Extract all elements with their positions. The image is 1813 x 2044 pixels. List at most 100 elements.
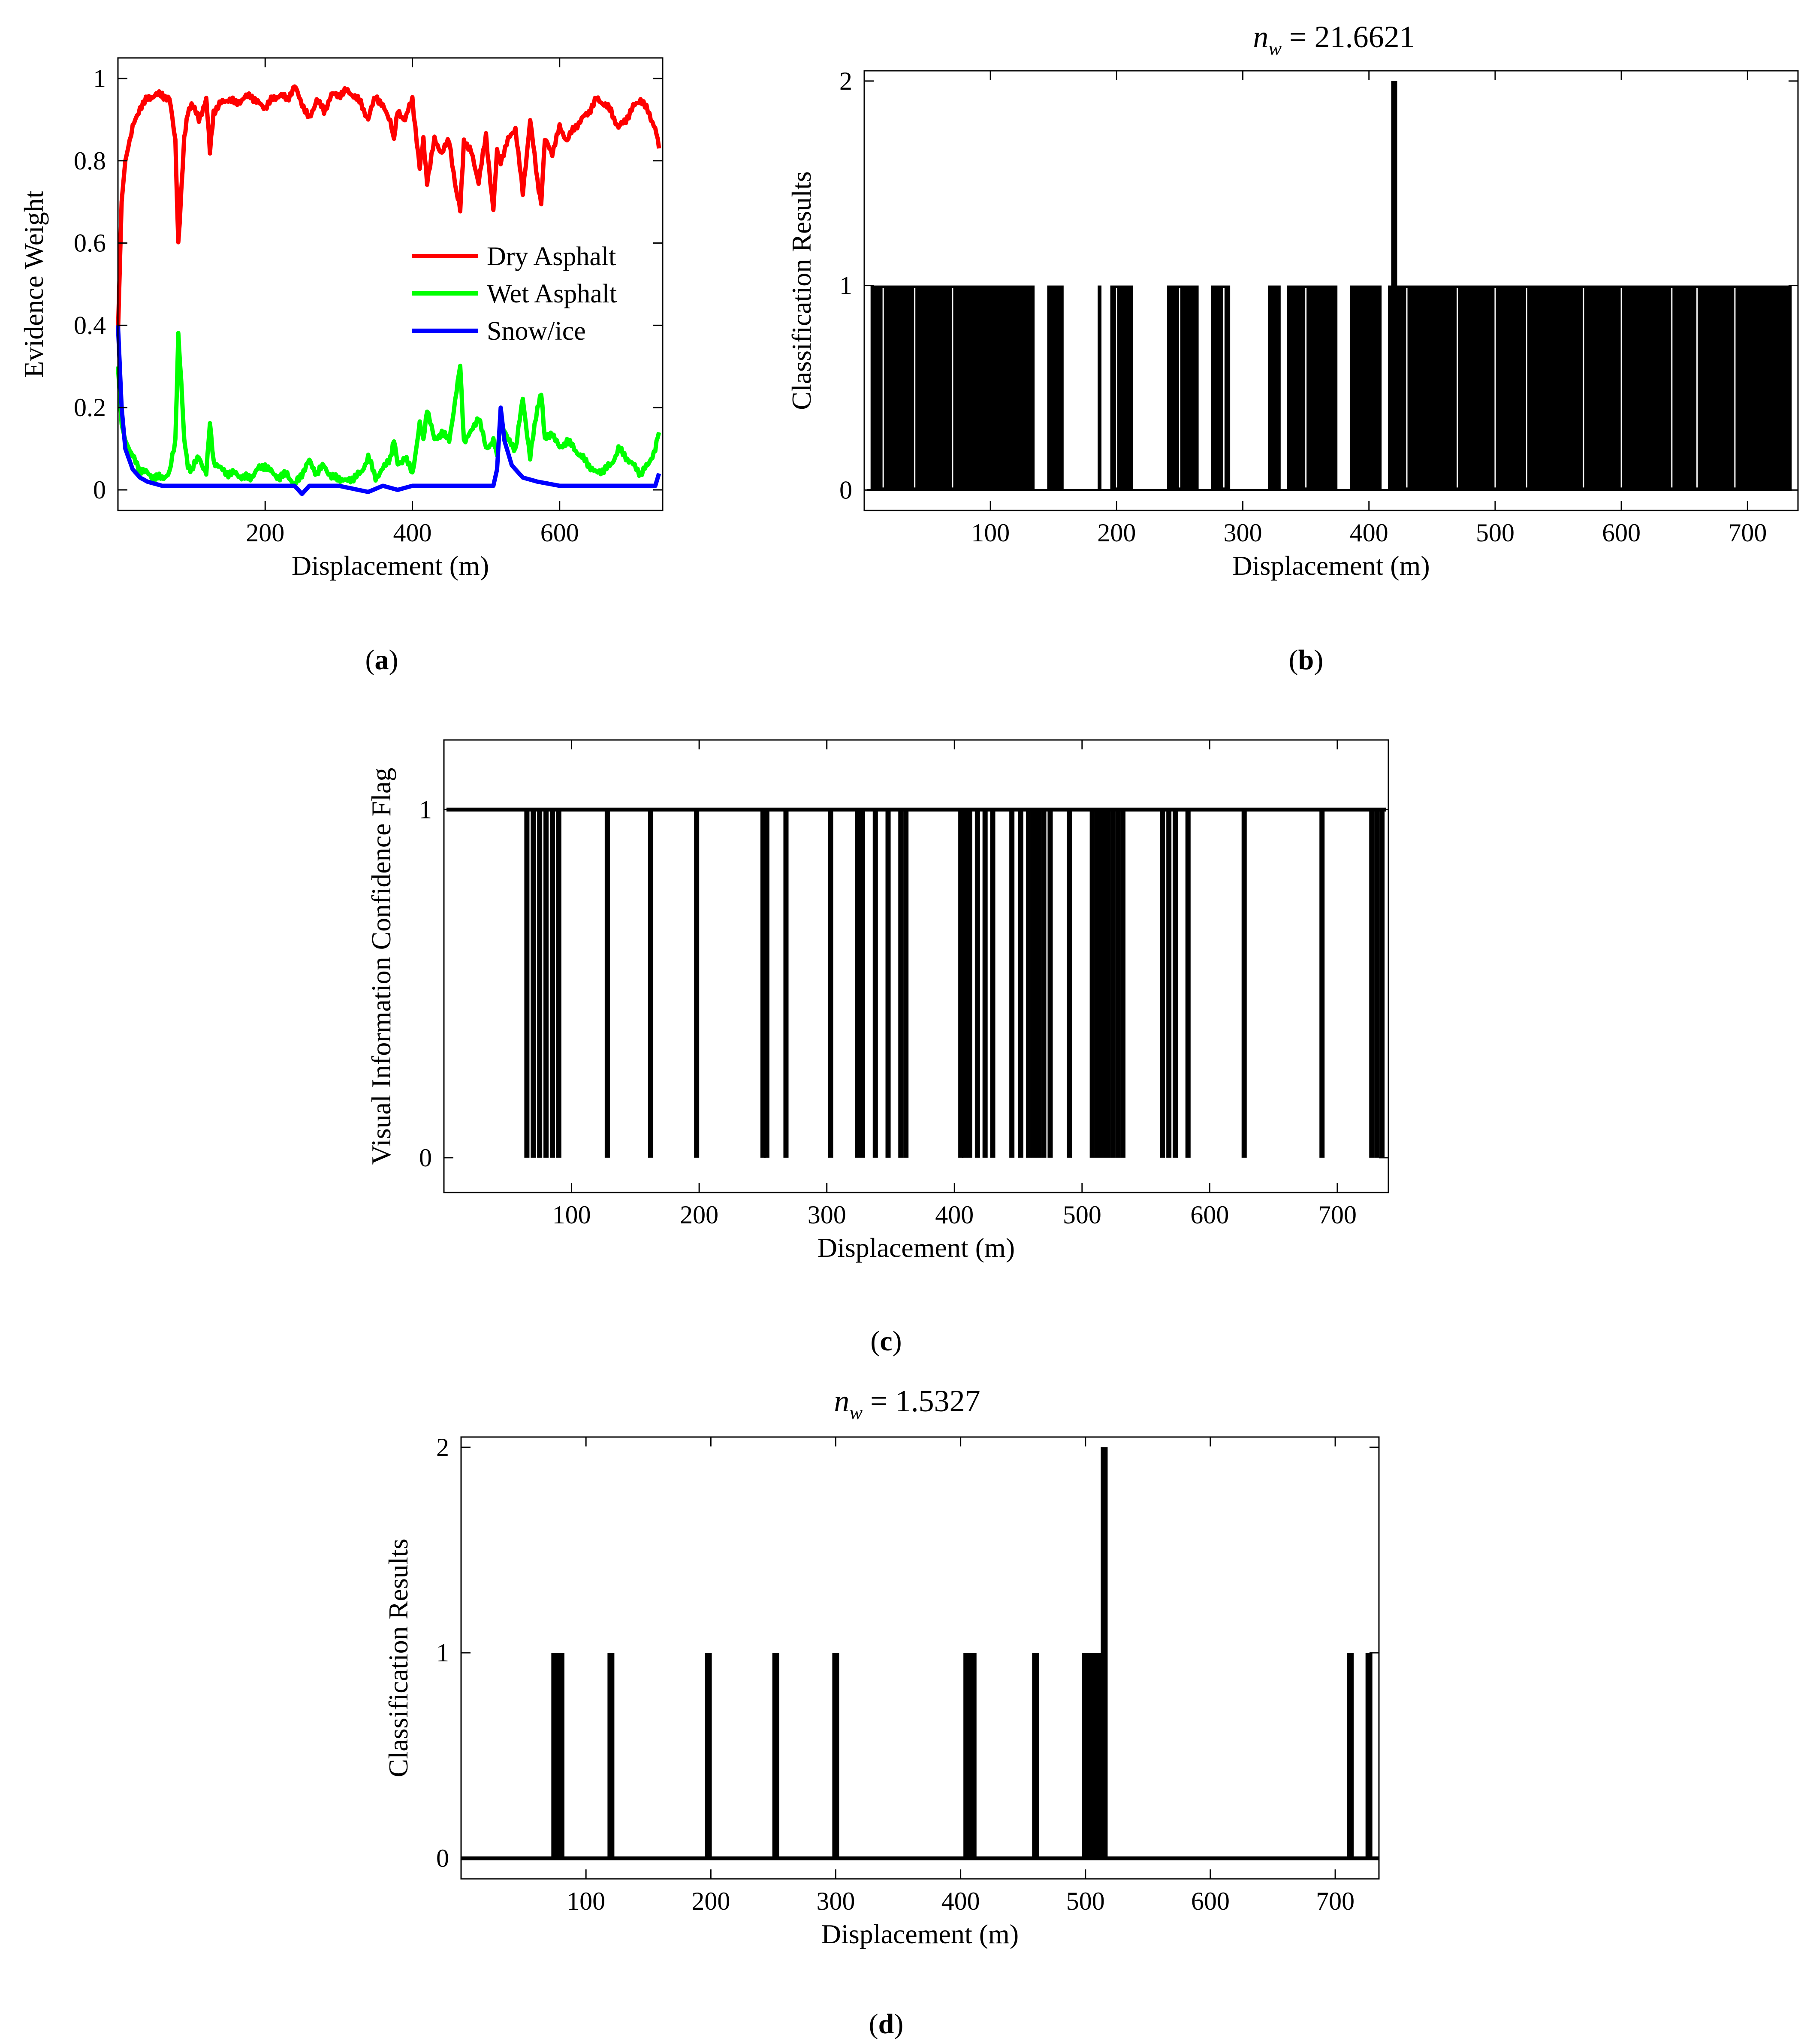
panel-d-panel-letter: d	[878, 2008, 894, 2040]
panel-d-x-axis-label: Displacement (m)	[821, 1919, 1019, 1949]
panel-c-dip	[967, 809, 972, 1158]
panel-c-dip	[604, 809, 610, 1158]
panel-d-x-tick-label: 200	[691, 1887, 730, 1915]
panel-a-panel-letter: a	[375, 644, 389, 676]
panel-a-y-tick-label: 0	[93, 476, 106, 504]
panel-a-y-tick-label: 0.2	[74, 393, 106, 422]
panel-b-x-tick-label: 400	[1350, 519, 1388, 547]
panel-c-x-axis-label: Displacement (m)	[818, 1232, 1015, 1263]
panel-b-title-sub: w	[1268, 37, 1282, 59]
panel-b-panel-label-open: (	[1289, 644, 1298, 676]
panel-d-spike	[1365, 1653, 1373, 1859]
panel-d-spike	[832, 1653, 839, 1859]
panel-d-panel-label-close: )	[894, 2008, 903, 2040]
panel-d: 100 200 300 400 500 600 700 0 1 2 Displacement (m)…	[383, 1384, 1380, 2040]
panel-c-dip	[1031, 809, 1036, 1158]
panel-d-spike	[705, 1653, 712, 1859]
panel-c-dip	[855, 809, 860, 1158]
panel-c-x-tick-label: 200	[680, 1201, 718, 1229]
panel-c-dip	[1173, 809, 1178, 1158]
panel-c-panel-label: (c)	[870, 1325, 902, 1357]
panel-c-dip	[1100, 809, 1105, 1158]
panel-d-spike	[1088, 1653, 1095, 1859]
panel-c-panel-letter: c	[880, 1325, 892, 1357]
panel-b-panel-label: (b)	[1289, 644, 1324, 676]
panel-c-dip	[1009, 809, 1015, 1158]
panel-c-dip	[1369, 809, 1375, 1158]
panel-c-dip	[764, 809, 769, 1158]
panel-b-title-var: n	[1253, 20, 1268, 54]
panel-a-y-tick-label: 0.4	[74, 311, 106, 339]
panel-a-x-axis-label: Displacement (m)	[292, 550, 489, 581]
panel-c-y-tick-label: 1	[419, 795, 432, 824]
panel-d-title-sub: w	[849, 1401, 863, 1423]
panel-c-dip	[537, 809, 543, 1158]
panel-a-panel-label-open: (	[365, 644, 375, 676]
panel-d-spike	[963, 1653, 971, 1859]
panel-a-axes-frame	[117, 57, 664, 511]
panel-d-y-tick-label: 2	[436, 1433, 449, 1461]
panel-d-spike	[1082, 1653, 1089, 1859]
panel-d-spike	[607, 1653, 615, 1859]
panel-b-dense-bar	[1350, 285, 1382, 490]
panel-d-y-tick-label: 0	[436, 1844, 449, 1872]
panel-c-y-tick-label: 0	[419, 1144, 432, 1172]
panel-b-y-tick-label: 1	[839, 272, 852, 300]
panel-c-dip	[549, 809, 555, 1158]
panel-c-dip	[1105, 809, 1110, 1158]
panel-a-x-tick-label: 200	[246, 519, 284, 547]
panel-b-spike-2	[1391, 81, 1397, 287]
panel-d-x-tick-label: 400	[941, 1887, 980, 1915]
panel-a-legend-label: Wet Asphalt	[487, 279, 617, 308]
panel-b-dense-bar	[1268, 285, 1281, 490]
panel-c-panel-label-close: )	[893, 1325, 902, 1357]
panel-b-panel-letter: b	[1298, 644, 1314, 676]
panel-c-dip	[556, 809, 561, 1158]
panel-c-dip	[1120, 809, 1126, 1158]
panel-b-x-axis-label: Displacement (m)	[1232, 550, 1430, 581]
panel-c-dip	[1089, 809, 1095, 1158]
panel-c-dip	[1036, 809, 1041, 1158]
panel-b-x-tick-label: 300	[1224, 519, 1262, 547]
panel-a-y-axis-label: Evidence Weight	[18, 190, 49, 377]
panel-c-dip	[1379, 809, 1385, 1158]
panel-c-dip	[1110, 809, 1116, 1158]
panel-c-dip	[1241, 809, 1247, 1158]
panel-c-dip	[531, 809, 536, 1158]
panel-d-x-tick-label: 300	[816, 1887, 855, 1915]
panel-b-dense-bar	[1287, 285, 1338, 490]
panel-b-dense-bar	[1167, 285, 1199, 490]
panel-d-x-tick-label: 100	[567, 1887, 605, 1915]
panel-c-dip	[828, 809, 833, 1158]
panel-b-x-tick-label: 700	[1728, 519, 1767, 547]
panel-c-dip	[1018, 809, 1024, 1158]
panel-c-dip	[1185, 809, 1191, 1158]
panel-c-dip	[903, 809, 909, 1158]
panel-c-dip	[543, 809, 549, 1158]
panel-a-y-tick-label: 1	[93, 64, 106, 93]
panel-d-spike	[1032, 1653, 1039, 1859]
panel-c-x-tick-label: 400	[935, 1201, 974, 1229]
panel-b-dense-bar	[1211, 285, 1231, 490]
panel-c-dip	[648, 809, 654, 1158]
panel-c-x-tick-label: 700	[1318, 1201, 1357, 1229]
panel-c-dip	[1095, 809, 1100, 1158]
panel-d-spike	[1094, 1653, 1101, 1859]
panel-c-dip	[974, 809, 980, 1158]
panel-b-dense-bar	[1388, 285, 1792, 490]
panel-c-x-tick-label: 100	[552, 1201, 591, 1229]
panel-c-dip	[860, 809, 866, 1158]
panel-b-y-tick-label: 0	[839, 476, 852, 504]
panel-c-dip	[1047, 809, 1053, 1158]
panel-a-y-tick-label: 0.6	[74, 229, 106, 257]
panel-c-dip	[982, 809, 988, 1158]
panel-c-dip	[524, 809, 530, 1158]
panel-d-panel-label-open: (	[869, 2008, 878, 2040]
panel-d-axes-frame	[460, 1436, 1380, 1880]
panel-c-dip	[1374, 809, 1380, 1158]
panel-c-y-axis-label: Visual Information Confidence Flag	[366, 768, 396, 1165]
panel-c-axes-frame	[443, 739, 1389, 1193]
panel-c-dip	[885, 809, 891, 1158]
panel-c-x-tick-label: 600	[1190, 1201, 1229, 1229]
